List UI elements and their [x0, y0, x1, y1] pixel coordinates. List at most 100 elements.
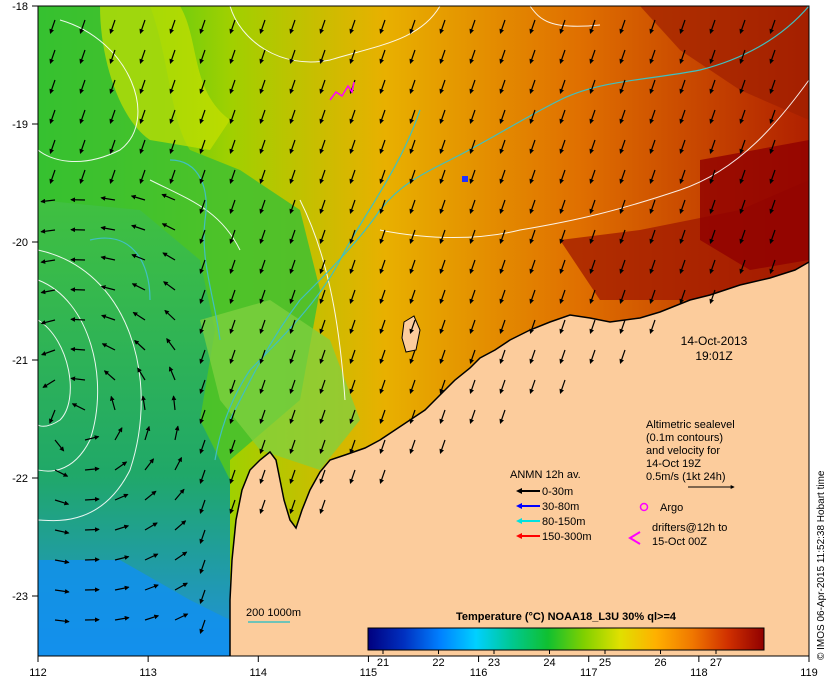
velocity-arrow: [169, 169, 176, 184]
velocity-arrow: [199, 529, 206, 544]
velocity-arrow: [100, 225, 116, 231]
velocity-arrow: [139, 139, 146, 154]
lon-tick-label: 116: [470, 667, 488, 679]
velocity-arrow: [259, 169, 266, 184]
velocity-arrow: [199, 259, 206, 274]
velocity-arrow: [289, 199, 296, 214]
velocity-arrow: [679, 259, 686, 274]
velocity-arrow: [649, 49, 656, 64]
velocity-arrow: [114, 524, 130, 531]
velocity-arrow: [166, 338, 176, 351]
velocity-arrow: [499, 259, 506, 274]
velocity-arrow: [469, 199, 476, 214]
velocity-arrow: [769, 49, 776, 64]
velocity-arrow: [109, 139, 116, 154]
velocity-arrow: [319, 49, 326, 64]
velocity-arrow: [319, 229, 326, 244]
velocity-arrow: [499, 379, 506, 394]
velocity-arrow: [54, 559, 70, 565]
velocity-arrow: [499, 319, 506, 334]
velocity-arrow: [769, 19, 776, 34]
colorbar-tick-label: 22: [432, 657, 444, 669]
velocity-arrow: [349, 229, 356, 244]
velocity-arrow: [619, 229, 626, 244]
velocity-arrow: [199, 589, 206, 604]
velocity-arrow: [289, 349, 296, 364]
velocity-arrow: [619, 319, 626, 334]
velocity-arrow: [130, 194, 146, 201]
velocity-arrow: [379, 169, 386, 184]
velocity-arrow: [131, 253, 146, 261]
svg-text:Altimetric sealevel: Altimetric sealevel: [646, 419, 735, 431]
velocity-arrow: [349, 109, 356, 124]
argo-legend: Argo: [639, 502, 683, 514]
velocity-arrow: [139, 109, 146, 124]
velocity-arrow: [379, 349, 386, 364]
velocity-arrow: [409, 379, 416, 394]
velocity-arrow: [199, 439, 206, 454]
velocity-arrow: [114, 493, 129, 501]
velocity-arrow: [469, 379, 476, 394]
colorbar-tick-label: 23: [488, 657, 500, 669]
velocity-arrow: [169, 19, 176, 34]
velocity-arrow: [529, 199, 536, 214]
velocity-arrow: [349, 139, 356, 154]
velocity-arrow: [171, 395, 177, 411]
velocity-arrow: [199, 139, 206, 154]
velocity-arrow: [259, 289, 266, 304]
velocity-arrow: [769, 259, 776, 274]
velocity-arrow: [349, 439, 356, 454]
velocity-arrow: [469, 49, 476, 64]
velocity-arrow: [319, 169, 326, 184]
velocity-arrow: [679, 79, 686, 94]
temperature-colorbar: Temperature (°C) NOAA18_L3U 30% ql>=4 21…: [367, 608, 765, 669]
svg-text:ANMN 12h av.: ANMN 12h av.: [510, 469, 581, 481]
velocity-arrow: [379, 199, 386, 214]
velocity-arrow: [559, 169, 566, 184]
velocity-arrow: [349, 199, 356, 214]
lon-tick-label: 115: [360, 667, 378, 679]
velocity-arrow: [439, 139, 446, 154]
velocity-arrow: [49, 139, 56, 154]
velocity-arrow: [40, 259, 56, 264]
velocity-arrow: [40, 198, 56, 204]
imos-credit: © IMOS 06-Apr-2015 11:52:38 Hobart time: [816, 470, 827, 661]
velocity-arrow: [379, 319, 386, 334]
velocity-arrow: [679, 289, 686, 304]
velocity-arrow: [144, 425, 151, 441]
lon-tick-label: 117: [580, 667, 598, 679]
svg-text:14-Oct 19Z: 14-Oct 19Z: [646, 458, 701, 470]
velocity-arrow: [349, 409, 356, 424]
velocity-arrow: [41, 349, 56, 356]
velocity-arrow: [169, 49, 176, 64]
velocity-arrow: [319, 259, 326, 274]
velocity-arrow: [289, 139, 296, 154]
velocity-arrow: [379, 259, 386, 274]
velocity-arrow: [409, 109, 416, 124]
velocity-arrow: [70, 376, 86, 382]
velocity-arrow: [199, 319, 206, 334]
velocity-arrow: [619, 289, 626, 304]
velocity-arrow: [54, 439, 65, 452]
svg-text:Argo: Argo: [660, 502, 683, 514]
velocity-arrow: [769, 139, 776, 154]
land: [230, 262, 809, 656]
velocity-arrow: [199, 19, 206, 34]
svg-text:drifters@12h to: drifters@12h to: [652, 522, 727, 534]
velocity-arrow: [379, 19, 386, 34]
velocity-arrow: [589, 349, 596, 364]
velocity-arrow: [349, 349, 356, 364]
velocity-arrow: [499, 199, 506, 214]
velocity-arrow: [589, 19, 596, 34]
colorbar-tick-label: 27: [710, 657, 722, 669]
svg-text:and velocity for: and velocity for: [646, 445, 720, 457]
velocity-arrow: [529, 289, 536, 304]
svg-text:(0.1m contours): (0.1m contours): [646, 432, 723, 444]
coastline: [229, 261, 810, 656]
velocity-arrow: [349, 169, 356, 184]
velocity-arrow: [109, 79, 116, 94]
colorbar-tick-label: 26: [654, 657, 666, 669]
velocity-arrow: [163, 281, 176, 291]
velocity-arrow: [40, 289, 56, 295]
anmn-legend-arrowhead: [516, 488, 522, 494]
